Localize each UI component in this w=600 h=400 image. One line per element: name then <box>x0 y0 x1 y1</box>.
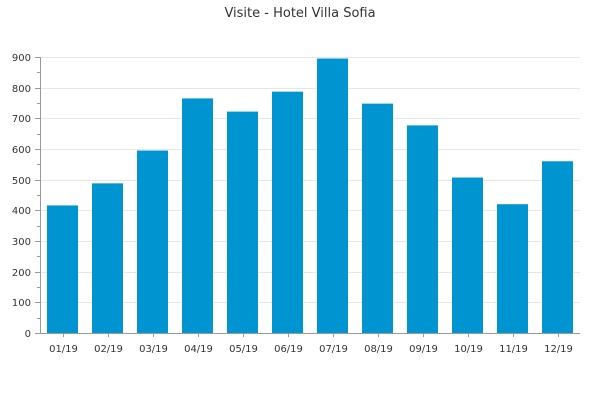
x-tick-label: 11/19 <box>499 344 528 355</box>
bar[interactable] <box>227 111 258 333</box>
x-tick-label: 02/19 <box>94 344 123 355</box>
x-tick-label: 10/19 <box>454 344 483 355</box>
chart-title: Visite - Hotel Villa Sofia <box>224 6 375 21</box>
y-tick-label: 200 <box>12 268 31 279</box>
y-tick-label: 900 <box>12 53 31 64</box>
x-axis-ticks: 01/19 02/19 03/19 04/19 05/19 06/19 07/19 08/19… <box>49 333 573 355</box>
bar[interactable] <box>362 103 393 333</box>
bar[interactable] <box>542 161 573 333</box>
x-tick-label: 05/19 <box>229 344 258 355</box>
bar[interactable] <box>452 177 483 333</box>
y-tick-label: 500 <box>12 176 31 187</box>
y-axis-ticks: 0 100 200 300 400 500 600 700 800 900 <box>12 53 40 340</box>
bar[interactable] <box>92 183 123 333</box>
bars <box>47 58 573 334</box>
axes <box>40 57 580 334</box>
x-tick-label: 03/19 <box>139 344 168 355</box>
y-tick-label: 800 <box>12 84 31 95</box>
x-tick-label: 04/19 <box>184 344 213 355</box>
bar[interactable] <box>182 98 213 334</box>
x-tick-label: 06/19 <box>274 344 303 355</box>
x-tick-label: 12/19 <box>544 344 573 355</box>
y-tick-label: 100 <box>12 298 31 309</box>
bar[interactable] <box>407 125 438 334</box>
y-tick-label: 400 <box>12 206 31 217</box>
y-tick-label: 0 <box>25 329 31 340</box>
x-tick-label: 09/19 <box>409 344 438 355</box>
grid-lines <box>40 57 580 303</box>
y-tick-label: 700 <box>12 114 31 125</box>
bar[interactable] <box>47 205 78 333</box>
bar[interactable] <box>317 58 348 334</box>
x-tick-label: 08/19 <box>364 344 393 355</box>
x-tick-label: 01/19 <box>49 344 78 355</box>
bar[interactable] <box>137 150 168 333</box>
y-tick-label: 300 <box>12 237 31 248</box>
y-tick-label: 600 <box>12 145 31 156</box>
bar[interactable] <box>497 204 528 333</box>
bar[interactable] <box>272 91 303 333</box>
x-tick-label: 07/19 <box>319 344 348 355</box>
